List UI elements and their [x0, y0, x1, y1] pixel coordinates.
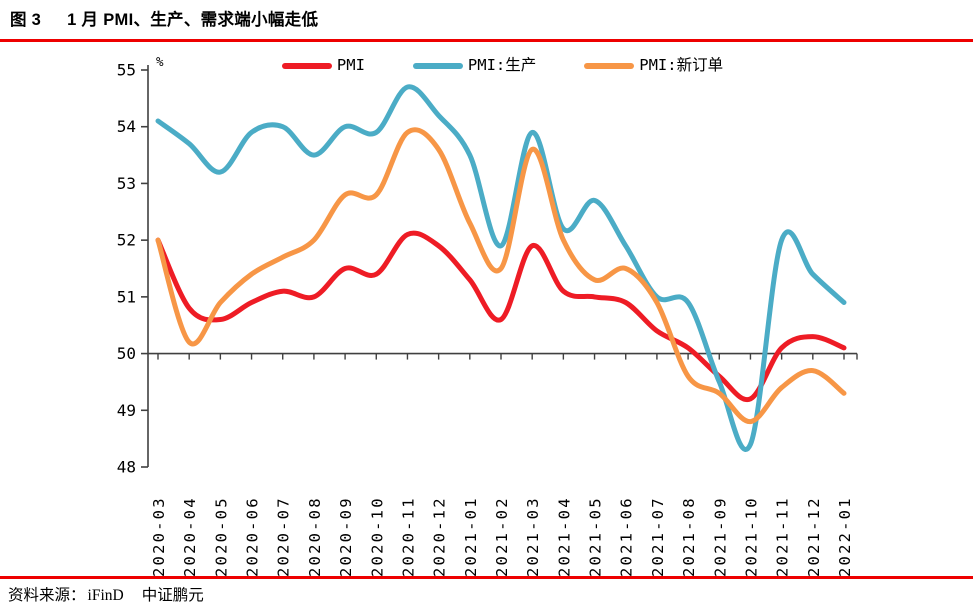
- x-tick-label-2020-07: 2020-07: [275, 496, 293, 577]
- x-tick-label-2021-01: 2021-01: [462, 496, 480, 577]
- chart-legend: PMI PMI:生产 PMI:新订单: [148, 56, 857, 74]
- x-tick-label-2020-08: 2020-08: [306, 496, 324, 577]
- x-tick-label-2021-09: 2021-09: [711, 496, 729, 577]
- x-tick-label-2020-09: 2020-09: [337, 496, 355, 577]
- legend-item-pmi: PMI: [281, 56, 365, 74]
- series-line-production: [155, 84, 847, 452]
- legend-swatch: [412, 62, 463, 69]
- x-tick-label-2021-10: 2021-10: [743, 496, 761, 577]
- y-tick-label: 54: [117, 117, 136, 136]
- figure-number: 图 3: [10, 11, 42, 29]
- x-tick-label-2020-11: 2020-11: [400, 496, 418, 577]
- legend-label: PMI: [336, 56, 365, 74]
- x-tick-label-2020-10: 2020-10: [368, 496, 386, 577]
- x-tick-label-2021-02: 2021-02: [493, 496, 511, 577]
- legend-swatch: [281, 62, 332, 69]
- x-tick-label-2021-05: 2021-05: [587, 496, 605, 577]
- x-tick-label-2020-03: 2020-03: [150, 496, 168, 577]
- series-line-new-orders: [155, 127, 847, 425]
- y-tick-label: 53: [117, 174, 136, 193]
- legend-item-production: PMI:生产: [412, 56, 537, 74]
- y-axis-unit-label: %: [156, 54, 164, 69]
- legend-label: PMI:生产: [467, 56, 537, 74]
- y-tick-label: 48: [117, 458, 136, 477]
- source-label: 资料来源：: [8, 587, 86, 604]
- x-tick-label-2020-12: 2020-12: [431, 496, 449, 577]
- figure-title: 图 3 1 月 PMI、生产、需求端小幅走低: [10, 6, 318, 30]
- x-tick-label-2020-04: 2020-04: [181, 496, 199, 577]
- x-tick-label-2021-03: 2021-03: [524, 496, 542, 577]
- x-tick-label-2022-01: 2022-01: [836, 496, 854, 577]
- legend-swatch: [584, 62, 635, 69]
- y-tick-label: 55: [117, 61, 136, 80]
- y-tick-label: 49: [117, 401, 136, 420]
- x-tick-label-2021-08: 2021-08: [680, 496, 698, 577]
- bottom-divider-rule: [0, 576, 973, 579]
- y-tick-label: 52: [117, 231, 136, 250]
- legend-label: PMI:新订单: [639, 56, 724, 74]
- y-tick-label: 51: [117, 287, 136, 306]
- x-tick-label-2021-07: 2021-07: [649, 496, 667, 577]
- source-value-ifind: iFinD: [87, 587, 124, 604]
- x-tick-label-2021-11: 2021-11: [774, 496, 792, 577]
- x-tick-label-2021-12: 2021-12: [805, 496, 823, 577]
- series-line-pmi: [155, 230, 847, 403]
- top-divider-rule: [0, 39, 973, 42]
- x-tick-label-2020-06: 2020-06: [244, 496, 262, 577]
- y-tick-label: 50: [117, 344, 136, 363]
- x-tick-label-2021-04: 2021-04: [555, 496, 573, 577]
- source-value-org: 中证鹏元: [141, 587, 204, 604]
- figure-title-text: 1 月 PMI、生产、需求端小幅走低: [67, 11, 319, 29]
- legend-item-new-orders: PMI:新订单: [584, 56, 724, 74]
- x-tick-label-2020-05: 2020-05: [212, 496, 230, 577]
- x-tick-label-2021-06: 2021-06: [618, 496, 636, 577]
- source-note: 资料来源： iFinD 中证鹏元: [8, 583, 204, 605]
